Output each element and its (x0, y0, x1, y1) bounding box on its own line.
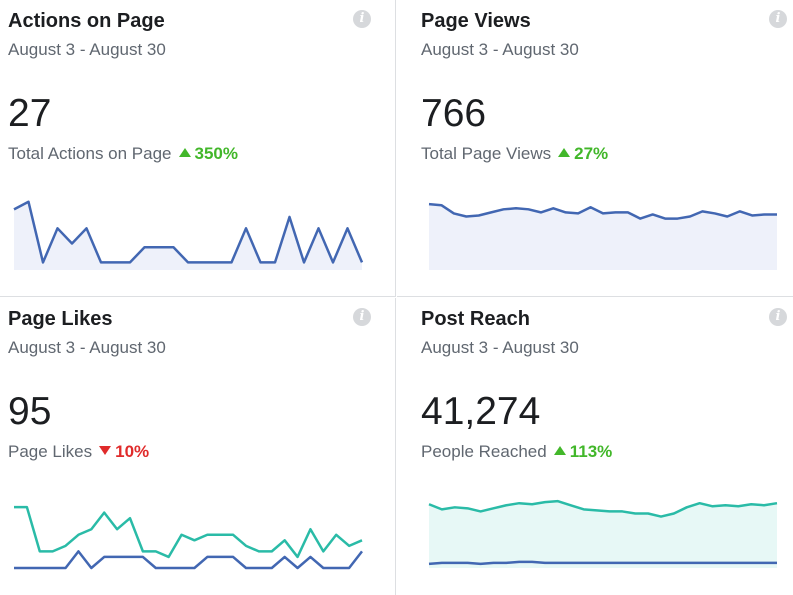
date-range: August 3 - August 30 (8, 40, 166, 59)
metric-label: Total Actions on Page (8, 144, 172, 163)
card-actions-on-page[interactable]: Actions on Page i August 3 - August 30 2… (0, 0, 396, 297)
metric-subline: Total Actions on Page 350% (8, 144, 238, 164)
card-title: Page Views (421, 10, 531, 32)
change-percent: 10% (115, 442, 150, 461)
sparkline (13, 200, 364, 270)
sparkline-line-blue (14, 550, 363, 570)
card-title: Post Reach (421, 308, 530, 330)
sparkline (428, 499, 778, 568)
metric-subline: Total Page Views 27% (421, 144, 608, 164)
info-icon[interactable]: i (353, 10, 371, 28)
trend-up-icon (178, 148, 191, 158)
date-range: August 3 - August 30 (8, 338, 166, 357)
sparkline-line-green (428, 499, 778, 518)
metric-label: People Reached (421, 442, 547, 461)
sparkline-line-blue (13, 200, 364, 264)
sparkline-line-blue (428, 560, 777, 566)
change-percent: 113% (569, 442, 613, 461)
metric-value: 41,274 (421, 390, 541, 433)
metric-value: 95 (8, 390, 52, 433)
metric-value: 27 (8, 92, 52, 135)
card-title: Page Likes (8, 308, 113, 330)
metric-subline: People Reached 113% (421, 442, 612, 462)
change-percent: 27% (574, 144, 609, 163)
metric-label: Total Page Views (421, 144, 552, 163)
info-icon[interactable]: i (769, 308, 787, 326)
sparkline (428, 202, 777, 270)
info-icon[interactable]: i (353, 308, 371, 326)
card-title: Actions on Page (8, 10, 165, 32)
trend-up-icon (553, 446, 566, 456)
card-page-views[interactable]: Page Views i August 3 - August 30 766 To… (397, 0, 793, 297)
card-page-likes[interactable]: Page Likes i August 3 - August 30 95 Pag… (0, 298, 396, 595)
card-post-reach[interactable]: Post Reach i August 3 - August 30 41,274… (397, 298, 793, 595)
sparkline (14, 505, 363, 570)
metric-value: 766 (421, 92, 487, 135)
date-range: August 3 - August 30 (421, 338, 579, 357)
date-range: August 3 - August 30 (421, 40, 579, 59)
info-icon[interactable]: i (769, 10, 787, 28)
trend-down-icon (99, 446, 112, 456)
sparkline-line-green (14, 505, 363, 559)
trend-up-icon (558, 148, 571, 158)
sparkline-line-blue (428, 202, 777, 220)
sparkline-area (429, 501, 777, 568)
sparkline-area (14, 201, 362, 270)
metric-subline: Page Likes 10% (8, 442, 149, 462)
metric-label: Page Likes (8, 442, 93, 461)
change-percent: 350% (194, 144, 238, 163)
sparkline-area (429, 204, 777, 270)
